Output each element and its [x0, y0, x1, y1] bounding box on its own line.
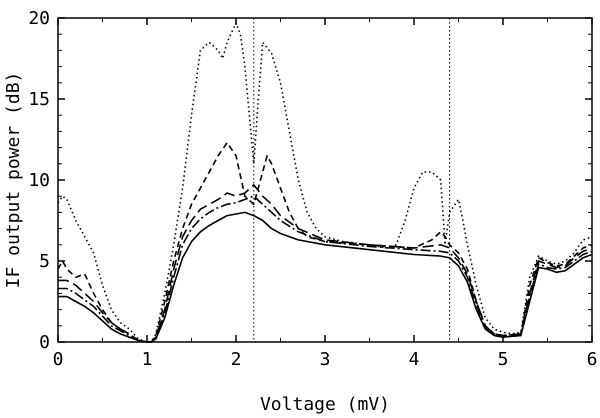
series-line-solid: [58, 211, 593, 343]
series-line-dash-dot: [58, 195, 593, 343]
y-tick-label: 15: [28, 89, 50, 110]
x-tick-label: 6: [587, 349, 598, 370]
y-tick-label: 5: [39, 251, 50, 272]
y-tick-label: 0: [39, 332, 50, 353]
x-tick-label: 0: [53, 349, 64, 370]
plot-area: 0 1 2 3 4 5 6 0 5 10 15 20: [28, 8, 597, 370]
plot-frame: [57, 17, 593, 343]
y-tick-label: 20: [28, 8, 50, 29]
x-tick-label: 2: [231, 349, 242, 370]
series-line-short-dash: [57, 141, 593, 343]
reference-lines: [253, 18, 451, 342]
series-line-long-dash: [58, 184, 593, 343]
x-axis-label: Voltage (mV): [260, 394, 390, 415]
y-tick-label: 10: [28, 170, 50, 191]
x-ticks: 0 1 2 3 4 5 6: [53, 18, 598, 370]
y-ticks: 0 5 10 15 20: [28, 8, 592, 353]
series-group: [57, 22, 593, 343]
series-line-dotted: [57, 22, 593, 343]
x-tick-label: 5: [498, 349, 509, 370]
x-tick-label: 1: [142, 349, 153, 370]
y-axis-label: IF output power (dB): [3, 72, 24, 289]
x-tick-label: 4: [409, 349, 420, 370]
x-tick-label: 3: [320, 349, 331, 370]
